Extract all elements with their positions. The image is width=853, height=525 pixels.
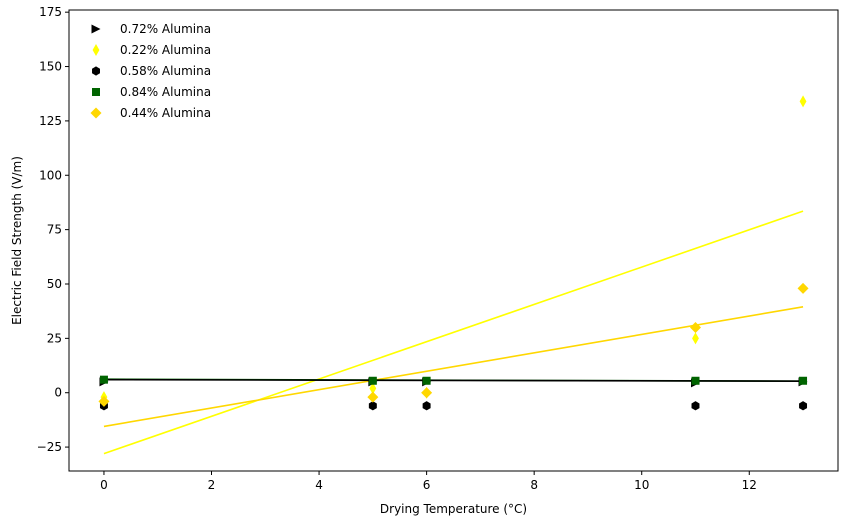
data-points <box>98 95 809 411</box>
data-point <box>368 376 377 385</box>
data-point <box>367 391 379 403</box>
x-tick-label: 0 <box>100 478 108 492</box>
data-point <box>368 401 377 411</box>
y-axis-ticks: −25 0 25 50 75 100 125 150 175 <box>37 5 69 454</box>
legend-marker <box>92 88 100 96</box>
x-tick-label: 8 <box>530 478 538 492</box>
data-point <box>692 332 699 345</box>
legend-marker <box>90 107 102 119</box>
data-point <box>691 376 700 385</box>
x-tick-label: 2 <box>208 478 216 492</box>
plot-frame <box>68 9 839 472</box>
y-tick-label: 175 <box>39 5 62 19</box>
x-axis-label: Drying Temperature (°C) <box>380 502 527 516</box>
legend-label: 0.22% Alumina <box>120 43 211 57</box>
x-tick-label: 10 <box>634 478 649 492</box>
legend-label: 0.44% Alumina <box>120 106 211 120</box>
data-point <box>422 376 431 385</box>
legend-label: 0.72% Alumina <box>120 22 211 36</box>
y-tick-label: −25 <box>37 440 62 454</box>
data-point <box>422 401 431 411</box>
trend-lines <box>103 210 804 455</box>
trend-line <box>103 306 804 428</box>
data-point <box>99 375 108 384</box>
data-point <box>799 95 807 108</box>
x-tick-label: 4 <box>315 478 323 492</box>
y-tick-label: 50 <box>47 277 62 291</box>
x-tick-label: 12 <box>742 478 757 492</box>
legend-label: 0.58% Alumina <box>120 64 211 78</box>
y-tick-label: 100 <box>39 168 62 182</box>
y-tick-label: 75 <box>47 223 62 237</box>
y-tick-label: 125 <box>39 114 62 128</box>
y-tick-label: 25 <box>47 331 62 345</box>
data-point <box>369 382 377 395</box>
data-point <box>799 401 808 411</box>
legend-marker <box>92 44 100 56</box>
legend-marker <box>92 66 100 76</box>
y-axis-label: Electric Field Strength (V/m) <box>10 156 24 325</box>
data-point <box>98 395 110 407</box>
y-tick-label: 150 <box>39 60 62 74</box>
data-point <box>797 282 809 294</box>
x-tick-label: 6 <box>423 478 431 492</box>
legend-marker <box>91 24 101 34</box>
legend-label: 0.84% Alumina <box>120 85 211 99</box>
data-point <box>799 376 808 385</box>
trend-line <box>103 378 804 382</box>
legend: 0.72% Alumina 0.22% Alumina 0.58% Alumina 0… <box>90 22 211 120</box>
y-tick-label: 0 <box>54 386 62 400</box>
data-point <box>691 401 700 411</box>
data-point <box>689 321 701 333</box>
trend-line <box>103 210 804 455</box>
data-point <box>421 387 433 399</box>
x-axis-ticks: 0 2 4 6 8 10 12 <box>100 471 757 492</box>
